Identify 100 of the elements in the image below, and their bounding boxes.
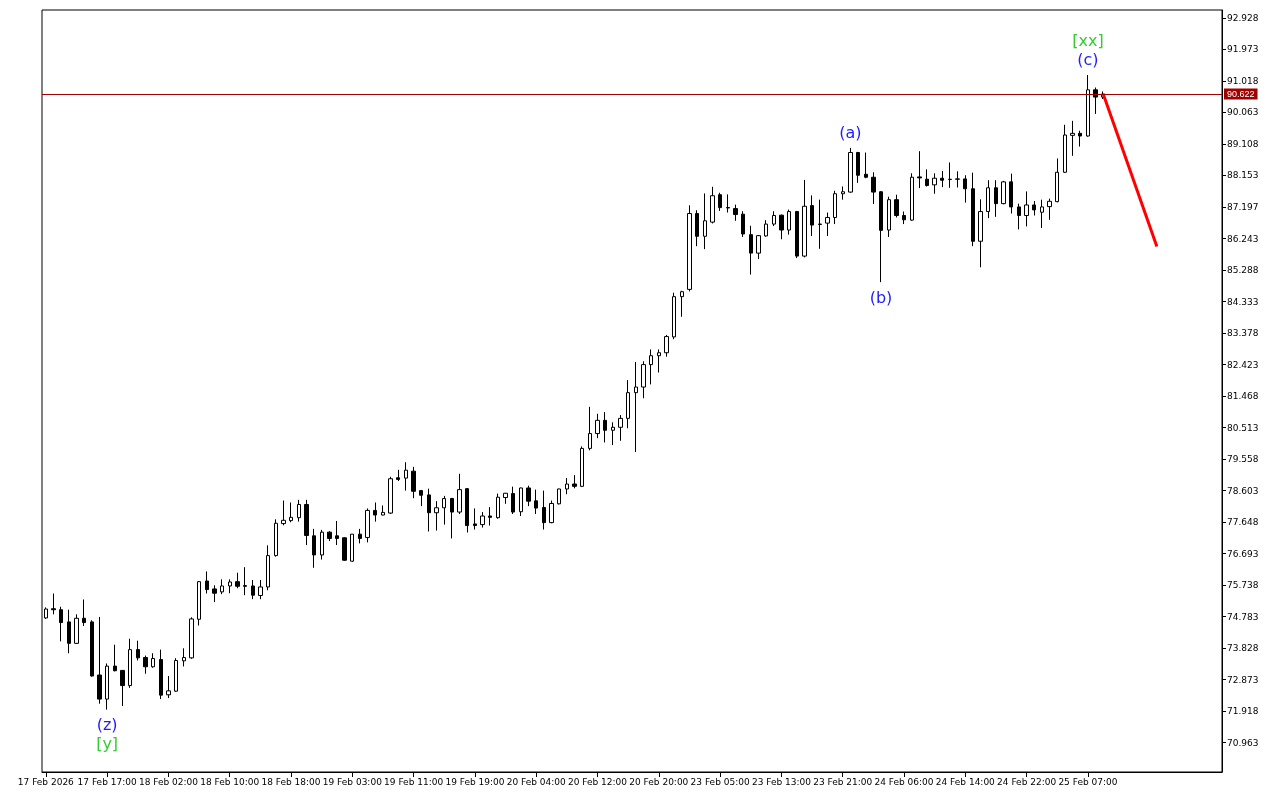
- y-tick-label: 71.918: [1227, 706, 1259, 717]
- candlestick: [411, 466, 416, 499]
- x-tick-label: 25 Feb 07:00: [1058, 776, 1118, 787]
- candlestick: [649, 348, 653, 385]
- x-tick-label: 19 Feb 03:00: [322, 776, 383, 787]
- candlestick: [297, 499, 301, 523]
- candlestick: [810, 194, 814, 237]
- candlestick: [143, 655, 148, 675]
- candlestick: [887, 196, 891, 238]
- y-tick-label: 82.423: [1227, 359, 1259, 370]
- candlestick: [664, 334, 669, 358]
- candlestick: [1070, 120, 1075, 157]
- candlestick: [90, 619, 94, 678]
- candlestick: [1017, 203, 1021, 230]
- candlestick: [434, 500, 439, 532]
- candlestick: [159, 649, 163, 700]
- candlestick: [994, 179, 998, 218]
- candlestick: [971, 172, 975, 247]
- y-tick-label: 73.828: [1227, 643, 1259, 654]
- candlestick: [925, 168, 929, 187]
- candlestick: [473, 507, 477, 531]
- candlestick: [189, 616, 194, 660]
- candlestick: [488, 506, 492, 527]
- candlestick: [289, 502, 293, 523]
- candlestick: [304, 499, 309, 546]
- candlestick: [848, 147, 853, 194]
- candlestick: [948, 161, 952, 189]
- candlestick: [442, 495, 446, 526]
- candlestick: [480, 511, 485, 529]
- candlestick: [526, 485, 531, 507]
- x-tick-label: 24 Feb 06:00: [874, 776, 934, 787]
- candlestick: [710, 186, 715, 224]
- candlestick: [1055, 157, 1059, 203]
- candlestick: [1086, 74, 1090, 138]
- candlestick: [388, 476, 393, 515]
- candlestick: [733, 204, 738, 222]
- candlestick: [986, 179, 990, 219]
- candlestick: [955, 170, 960, 188]
- candlestick: [350, 533, 354, 563]
- candlestick: [205, 570, 209, 595]
- candlestick: [281, 500, 286, 526]
- candlestick: [212, 584, 217, 603]
- x-tick-label: 17 Feb 2026: [17, 776, 75, 787]
- candlestick: [44, 606, 48, 620]
- candlestick: [113, 644, 117, 672]
- candlestick: [641, 360, 646, 399]
- y-tick-label: 86.243: [1227, 233, 1259, 244]
- candlestick: [1024, 190, 1029, 227]
- annotation: (a): [839, 123, 862, 143]
- candlestick: [327, 530, 332, 542]
- candlestick: [1078, 130, 1082, 148]
- y-tick-label: 90.063: [1227, 107, 1259, 118]
- candlestick: [59, 606, 63, 642]
- candlestick: [120, 669, 125, 707]
- annotation: (b): [869, 287, 893, 307]
- x-tick-label: 23 Feb 21:00: [813, 776, 873, 787]
- candlestick: [534, 489, 538, 515]
- x-tick-label: 17 Feb 17:00: [77, 776, 137, 787]
- candlestick: [67, 609, 71, 654]
- y-tick-label: 70.963: [1227, 737, 1259, 748]
- x-tick-label: 20 Feb 20:00: [629, 776, 689, 787]
- candlestick: [787, 209, 791, 236]
- candlestick: [74, 613, 79, 645]
- candlestick: [741, 210, 745, 238]
- candlestick: [910, 172, 914, 222]
- candlestick: [588, 406, 592, 451]
- y-tick-label: 89.108: [1227, 138, 1259, 149]
- candlestick: [657, 348, 661, 374]
- y-tick-label: 75.738: [1227, 580, 1259, 591]
- candlestick: [833, 190, 837, 225]
- candlestick: [940, 170, 944, 188]
- candlestick: [963, 174, 967, 204]
- candlestick: [672, 292, 676, 340]
- candlestick: [419, 489, 423, 507]
- candlestick: [772, 210, 776, 227]
- x-tick-label: 19 Feb 11:00: [384, 776, 444, 787]
- candlestick: [932, 172, 937, 195]
- candlestick: [611, 421, 615, 446]
- candlestick: [595, 413, 600, 439]
- candlestick: [749, 225, 753, 276]
- annotation: [y]: [96, 734, 119, 754]
- candlestick: [756, 234, 761, 260]
- candlestick: [879, 190, 883, 283]
- candlestick: [312, 528, 316, 569]
- candlestick: [258, 579, 263, 600]
- annotation: [xx]: [1072, 31, 1104, 51]
- candlestick: [557, 488, 561, 505]
- y-tick-label: 76.693: [1227, 548, 1259, 559]
- candlestick: [634, 361, 638, 453]
- candlestick: [802, 179, 807, 258]
- candlestick: [1063, 124, 1067, 174]
- candlestick: [542, 490, 546, 531]
- x-tick-label: 24 Feb 22:00: [997, 776, 1057, 787]
- candlestick: [1009, 173, 1013, 215]
- y-tick-label: 80.513: [1227, 422, 1259, 433]
- candlestick: [457, 473, 462, 515]
- candlestick: [703, 192, 707, 250]
- candlestick: [274, 518, 278, 558]
- candlestick: [266, 544, 270, 591]
- candlestick: [404, 461, 408, 492]
